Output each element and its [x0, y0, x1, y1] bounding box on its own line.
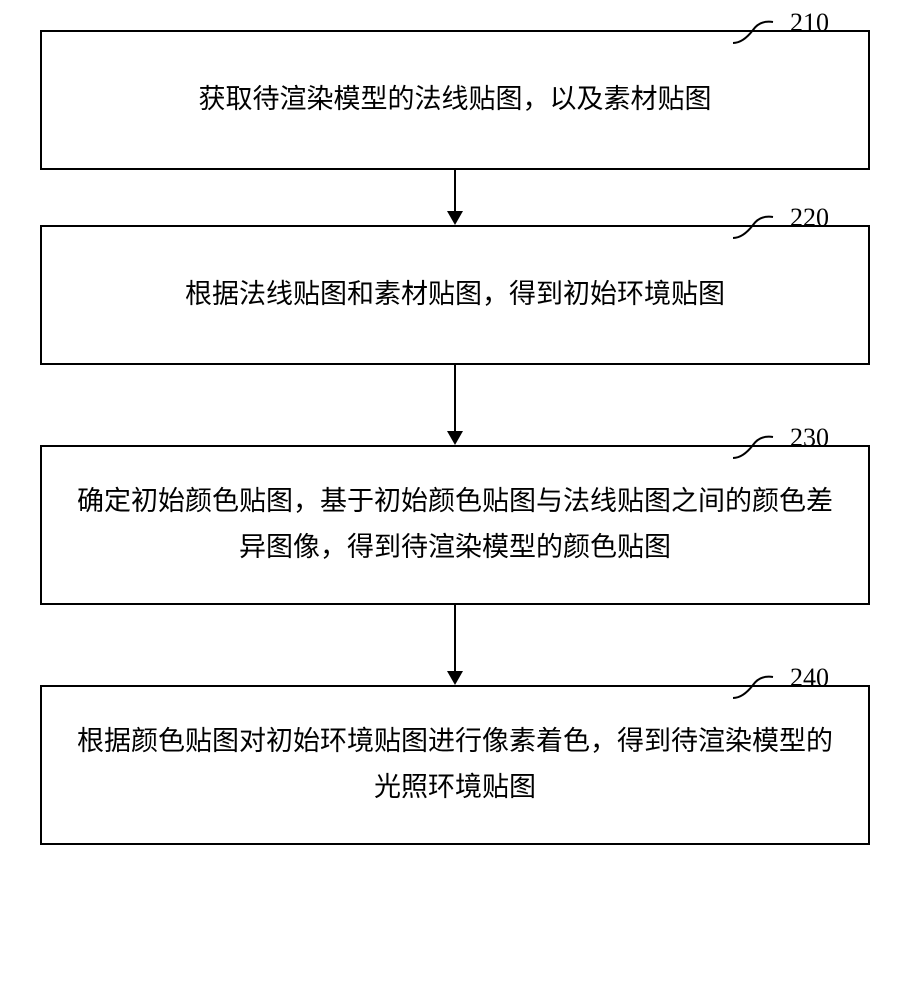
node-label-2: 220	[790, 203, 829, 233]
flowchart-container: 210 获取待渲染模型的法线贴图，以及素材贴图 220 根据法线贴图和素材贴图，…	[40, 30, 870, 845]
flow-node-1-wrapper: 210 获取待渲染模型的法线贴图，以及素材贴图	[40, 30, 870, 170]
node-text-3: 确定初始颜色贴图，基于初始颜色贴图与法线贴图之间的颜色差异图像，得到待渲染模型的…	[72, 479, 838, 571]
node-text-1: 获取待渲染模型的法线贴图，以及素材贴图	[199, 77, 712, 123]
label-curve-1	[728, 18, 778, 48]
flow-node-1: 获取待渲染模型的法线贴图，以及素材贴图	[40, 30, 870, 170]
label-curve-3	[728, 433, 778, 463]
node-label-1: 210	[790, 8, 829, 38]
flow-node-4: 根据颜色贴图对初始环境贴图进行像素着色，得到待渲染模型的光照环境贴图	[40, 685, 870, 845]
flow-node-3-wrapper: 230 确定初始颜色贴图，基于初始颜色贴图与法线贴图之间的颜色差异图像，得到待渲…	[40, 445, 870, 605]
flow-node-2: 根据法线贴图和素材贴图，得到初始环境贴图	[40, 225, 870, 365]
node-text-4: 根据颜色贴图对初始环境贴图进行像素着色，得到待渲染模型的光照环境贴图	[72, 719, 838, 811]
label-curve-2	[728, 213, 778, 243]
flow-node-3: 确定初始颜色贴图，基于初始颜色贴图与法线贴图之间的颜色差异图像，得到待渲染模型的…	[40, 445, 870, 605]
label-curve-4	[728, 673, 778, 703]
flow-node-2-wrapper: 220 根据法线贴图和素材贴图，得到初始环境贴图	[40, 225, 870, 365]
node-label-3: 230	[790, 423, 829, 453]
node-text-2: 根据法线贴图和素材贴图，得到初始环境贴图	[185, 272, 725, 318]
node-label-4: 240	[790, 663, 829, 693]
flow-node-4-wrapper: 240 根据颜色贴图对初始环境贴图进行像素着色，得到待渲染模型的光照环境贴图	[40, 685, 870, 845]
